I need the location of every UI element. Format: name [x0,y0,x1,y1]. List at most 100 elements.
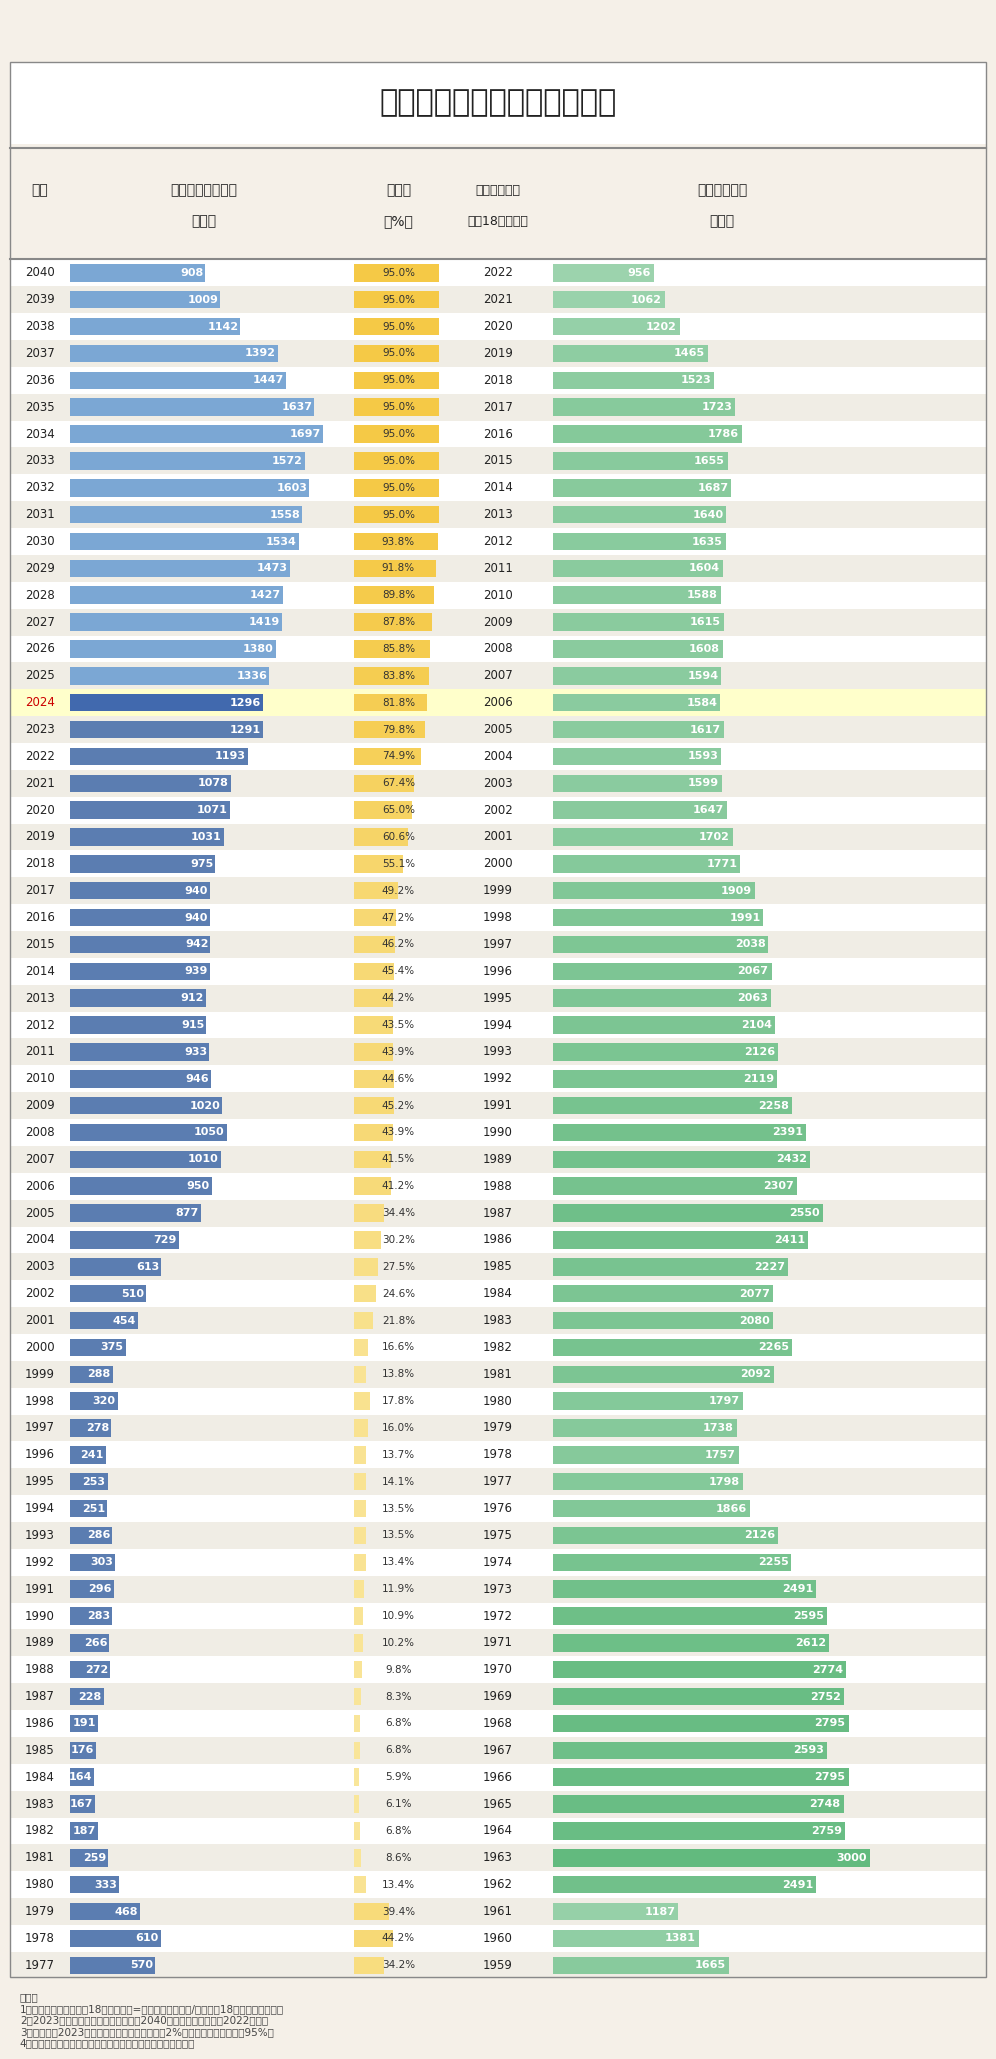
FancyBboxPatch shape [70,1178,212,1194]
FancyBboxPatch shape [10,583,986,609]
Text: 43.9%: 43.9% [381,1128,415,1137]
FancyBboxPatch shape [354,1876,366,1894]
Text: 1969: 1969 [483,1690,513,1703]
FancyBboxPatch shape [553,1258,789,1275]
FancyBboxPatch shape [354,1151,390,1167]
FancyBboxPatch shape [10,1307,986,1334]
FancyBboxPatch shape [70,1044,209,1060]
FancyBboxPatch shape [553,1044,778,1060]
Text: 1986: 1986 [25,1717,55,1730]
Text: 1637: 1637 [281,402,313,412]
Text: 2012: 2012 [25,1019,55,1032]
Text: 1584: 1584 [686,698,717,708]
Text: 1635: 1635 [692,537,723,546]
Text: 2010: 2010 [25,1073,55,1085]
Text: 95.0%: 95.0% [381,511,415,519]
FancyBboxPatch shape [10,609,986,636]
Text: 89.8%: 89.8% [381,591,415,601]
FancyBboxPatch shape [10,393,986,420]
FancyBboxPatch shape [70,1526,113,1544]
FancyBboxPatch shape [553,1608,828,1625]
FancyBboxPatch shape [10,797,986,824]
FancyBboxPatch shape [10,313,986,340]
FancyBboxPatch shape [10,1602,986,1629]
FancyBboxPatch shape [10,1655,986,1682]
Text: 1981: 1981 [25,1851,55,1863]
FancyBboxPatch shape [553,264,654,282]
Text: 2021: 2021 [25,776,55,791]
Text: 1647: 1647 [693,805,724,815]
FancyBboxPatch shape [354,1635,363,1651]
FancyBboxPatch shape [354,480,438,496]
Text: 1640: 1640 [692,511,723,519]
FancyBboxPatch shape [70,1445,106,1464]
Text: 1989: 1989 [483,1153,513,1165]
Text: 74.9%: 74.9% [381,752,415,762]
FancyBboxPatch shape [553,935,769,953]
FancyBboxPatch shape [70,264,205,282]
Text: 1960: 1960 [483,1931,513,1946]
FancyBboxPatch shape [354,881,397,900]
FancyBboxPatch shape [10,367,986,393]
Text: 备注：
1、假设高考平均年龄为18岁，参考率=当年参加高考人数/（出生于18年前出生人口）；
2、2023年以后数据为预测，预测满至2040年（出生人口统计至2: 备注： 1、假设高考平均年龄为18岁，参考率=当年参加高考人数/（出生于18年前… [20,1993,284,2049]
FancyBboxPatch shape [354,1715,360,1732]
FancyBboxPatch shape [70,587,283,603]
FancyBboxPatch shape [553,1205,823,1221]
Text: 2038: 2038 [735,939,766,949]
Text: 2035: 2035 [25,402,55,414]
FancyBboxPatch shape [70,1635,110,1651]
FancyBboxPatch shape [553,426,742,443]
Text: 1978: 1978 [483,1447,513,1462]
Text: 2411: 2411 [774,1235,805,1246]
FancyBboxPatch shape [10,1711,986,1738]
Text: 14.1%: 14.1% [381,1476,415,1487]
Text: 2000: 2000 [25,1340,55,1355]
Text: 2009: 2009 [25,1100,55,1112]
Text: 1615: 1615 [689,618,721,628]
FancyBboxPatch shape [70,1285,146,1303]
Text: 2014: 2014 [25,966,55,978]
Text: 975: 975 [190,859,213,869]
FancyBboxPatch shape [354,747,420,766]
FancyBboxPatch shape [553,881,755,900]
Text: 45.4%: 45.4% [381,966,415,976]
FancyBboxPatch shape [10,824,986,850]
Text: 43.9%: 43.9% [381,1046,415,1056]
FancyBboxPatch shape [10,850,986,877]
FancyBboxPatch shape [354,1472,367,1491]
Text: 2067: 2067 [737,966,769,976]
Text: 5.9%: 5.9% [385,1773,411,1783]
Text: 2023: 2023 [25,723,55,735]
Text: 942: 942 [185,939,208,949]
FancyBboxPatch shape [553,533,726,550]
FancyBboxPatch shape [70,747,248,766]
Text: 6.8%: 6.8% [385,1746,411,1756]
Text: 1995: 1995 [483,992,513,1005]
FancyBboxPatch shape [10,1872,986,1898]
Text: 2018: 2018 [25,857,55,871]
Text: 1965: 1965 [483,1798,513,1810]
FancyBboxPatch shape [354,1769,359,1785]
FancyBboxPatch shape [354,1017,392,1034]
Text: 49.2%: 49.2% [381,885,415,896]
FancyBboxPatch shape [354,1392,370,1410]
Text: 2255: 2255 [758,1557,789,1567]
FancyBboxPatch shape [354,1929,393,1948]
Text: 1071: 1071 [197,805,228,815]
FancyBboxPatch shape [553,1071,777,1087]
FancyBboxPatch shape [553,990,771,1007]
Text: 2001: 2001 [483,830,513,844]
FancyBboxPatch shape [553,828,733,846]
Text: 95.0%: 95.0% [381,348,415,358]
FancyBboxPatch shape [354,1608,364,1625]
Text: 1970: 1970 [483,1664,513,1676]
Text: 1998: 1998 [483,910,513,924]
FancyBboxPatch shape [70,453,305,469]
Text: 241: 241 [81,1450,104,1460]
FancyBboxPatch shape [70,1555,115,1571]
Text: 1959: 1959 [483,1958,513,1973]
Text: 1336: 1336 [236,671,267,682]
Text: 1687: 1687 [697,482,728,492]
Text: 2126: 2126 [744,1530,775,1540]
FancyBboxPatch shape [553,667,721,684]
